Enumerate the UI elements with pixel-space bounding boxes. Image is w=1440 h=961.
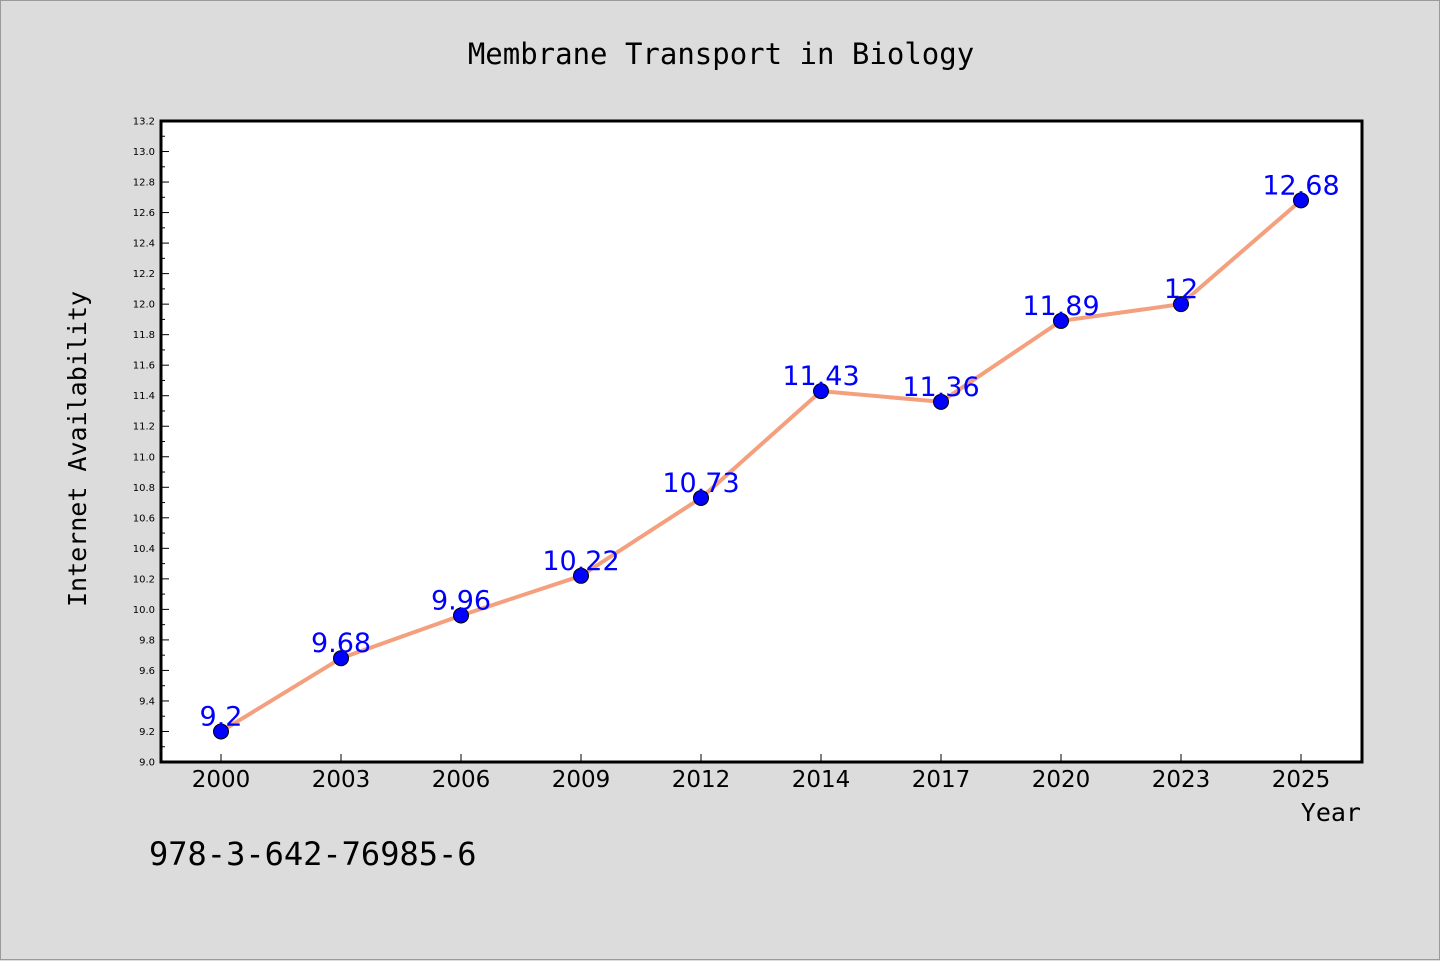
markers-layer xyxy=(213,192,1309,740)
data-label: 10.73 xyxy=(662,468,739,499)
data-label: 11.36 xyxy=(902,372,979,403)
data-point xyxy=(573,567,589,584)
y-tick-label: 10.0 xyxy=(133,605,155,616)
x-tick-label: 2025 xyxy=(1272,767,1331,793)
y-tick-label: 13.0 xyxy=(133,147,155,158)
y-tick-label: 13.2 xyxy=(133,117,155,128)
data-labels-layer: 9.2 9.68 9.96 10.22 10.73 11.43 11.36 11.89 12 12… xyxy=(200,170,1340,732)
y-tick-label: 12.2 xyxy=(133,269,155,280)
data-label: 10.22 xyxy=(542,546,619,577)
series-line xyxy=(219,198,1303,734)
y-tick-label: 11.4 xyxy=(133,391,155,402)
y-tick-label: 9.6 xyxy=(139,666,155,677)
x-axis: 2000 2003 2006 2009 2012 2014 2017 2020 2023 2025 xyxy=(192,754,1331,793)
x-tick-label: 2014 xyxy=(792,767,851,793)
y-tick-label: 11.6 xyxy=(133,361,155,372)
y-tick-label: 10.2 xyxy=(133,574,155,585)
data-label: 9.68 xyxy=(311,628,371,659)
data-point xyxy=(333,650,349,667)
data-label: 9.2 xyxy=(200,701,243,732)
data-point xyxy=(1293,192,1309,209)
y-tick-label: 10.4 xyxy=(133,544,155,555)
y-tick-label: 11.8 xyxy=(133,330,155,341)
data-label: 12 xyxy=(1164,274,1198,305)
y-tick-label: 12.0 xyxy=(133,300,155,311)
y-tick-label: 11.0 xyxy=(133,452,155,463)
x-tick-label: 2006 xyxy=(432,767,491,793)
data-point xyxy=(1173,296,1189,313)
data-point xyxy=(213,723,229,740)
data-label: 9.96 xyxy=(431,585,491,616)
x-tick-label: 2003 xyxy=(312,767,371,793)
data-point xyxy=(933,393,949,410)
data-label: 12.68 xyxy=(1262,170,1339,201)
y-tick-label: 12.4 xyxy=(133,239,155,250)
isbn-annotation: 978-3-642-76985-6 xyxy=(149,835,477,873)
x-axis-label: Year xyxy=(1301,798,1361,827)
y-tick-label: 9.2 xyxy=(139,727,155,738)
data-point xyxy=(693,489,709,506)
y-tick-label: 9.8 xyxy=(139,635,155,646)
y-tick-label: 10.6 xyxy=(133,513,155,524)
y-tick-label: 9.4 xyxy=(139,696,155,707)
x-tick-label: 2009 xyxy=(552,767,611,793)
y-tick-label: 12.8 xyxy=(133,178,155,189)
y-tick-label: 11.2 xyxy=(133,422,155,433)
x-tick-label: 2020 xyxy=(1032,767,1091,793)
data-point xyxy=(813,383,829,400)
series-layer xyxy=(219,198,1303,734)
chart-title: Membrane Transport in Biology xyxy=(468,37,974,71)
x-tick-label: 2017 xyxy=(912,767,971,793)
data-label: 11.89 xyxy=(1022,291,1099,322)
x-tick-label: 2000 xyxy=(192,767,251,793)
data-point xyxy=(1053,312,1069,329)
x-tick-label: 2023 xyxy=(1152,767,1211,793)
data-label: 11.43 xyxy=(782,361,859,392)
y-tick-label: 10.8 xyxy=(133,483,155,494)
data-point xyxy=(453,607,469,624)
y-axis: 9.0 9.2 9.4 9.6 9.8 10.0 10.2 10.4 10.6 10.8 11.0 1… xyxy=(133,117,169,769)
y-axis-label: Internet Availability xyxy=(63,291,92,607)
x-tick-label: 2012 xyxy=(672,767,731,793)
y-tick-label: 12.6 xyxy=(133,208,155,219)
y-tick-label: 9.0 xyxy=(139,758,155,769)
